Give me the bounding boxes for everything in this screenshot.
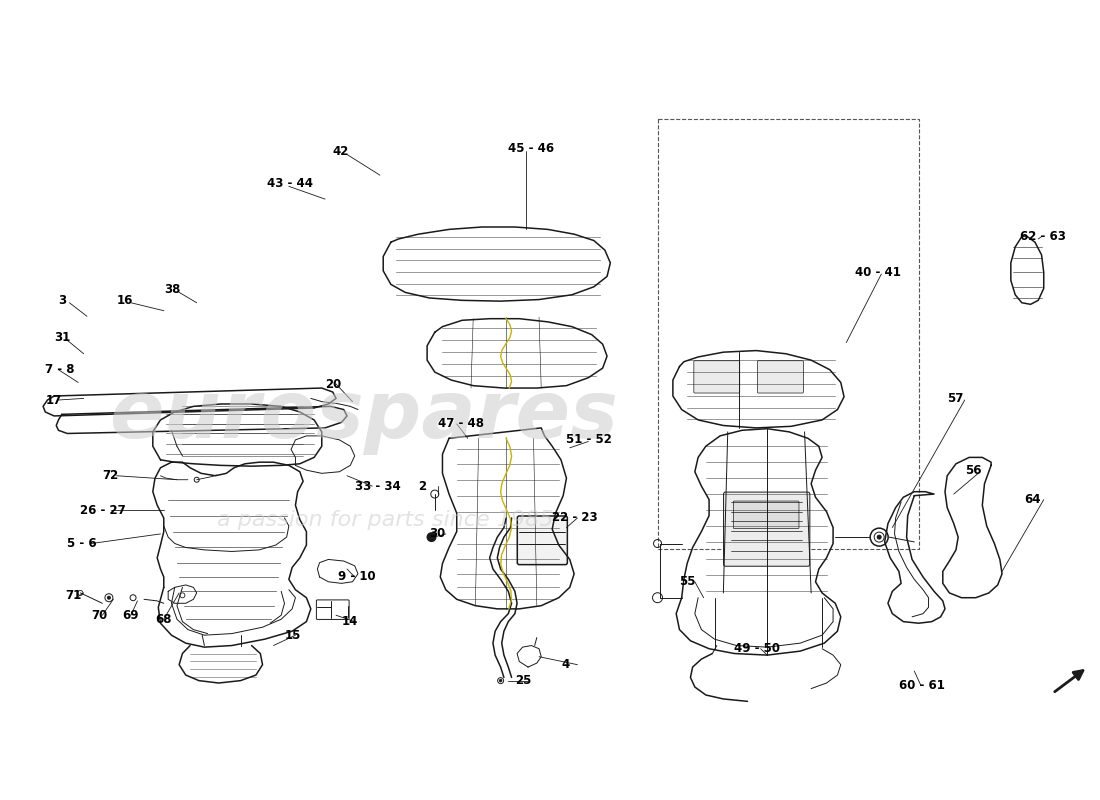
Circle shape <box>108 596 110 599</box>
Text: 26 - 27: 26 - 27 <box>80 503 126 517</box>
Circle shape <box>499 679 502 682</box>
Text: 43 - 44: 43 - 44 <box>267 177 312 190</box>
Text: 64: 64 <box>1024 493 1041 506</box>
FancyBboxPatch shape <box>734 501 799 529</box>
Text: 9 - 10: 9 - 10 <box>338 570 376 583</box>
Text: 7 - 8: 7 - 8 <box>45 363 75 376</box>
Text: 42: 42 <box>332 145 349 158</box>
Text: 20: 20 <box>326 378 341 390</box>
Text: 71: 71 <box>65 589 81 602</box>
Text: 22 - 23: 22 - 23 <box>552 511 597 525</box>
Text: 30: 30 <box>429 527 446 541</box>
Text: 2: 2 <box>418 480 427 493</box>
Text: a passion for parts since 1985: a passion for parts since 1985 <box>217 510 553 530</box>
FancyBboxPatch shape <box>694 361 739 393</box>
Text: 38: 38 <box>164 283 180 297</box>
Text: 57: 57 <box>947 392 964 405</box>
Text: 5 - 6: 5 - 6 <box>67 537 97 550</box>
Text: 14: 14 <box>341 615 358 628</box>
Text: 62 - 63: 62 - 63 <box>1020 230 1066 243</box>
Text: 40 - 41: 40 - 41 <box>855 266 901 279</box>
Text: 25: 25 <box>515 674 531 687</box>
Text: 45 - 46: 45 - 46 <box>508 142 554 155</box>
Text: 49 - 50: 49 - 50 <box>735 642 780 655</box>
Text: 33 - 34: 33 - 34 <box>354 480 400 493</box>
Text: 17: 17 <box>45 394 62 406</box>
Text: 55: 55 <box>680 575 696 588</box>
Text: 15: 15 <box>285 629 300 642</box>
Text: 68: 68 <box>155 613 172 626</box>
Circle shape <box>877 535 881 539</box>
FancyBboxPatch shape <box>517 516 568 565</box>
Text: eurospares: eurospares <box>109 377 618 455</box>
FancyBboxPatch shape <box>758 361 803 393</box>
Text: 4: 4 <box>561 658 569 671</box>
Text: 16: 16 <box>117 294 133 307</box>
Text: 51 - 52: 51 - 52 <box>566 434 613 446</box>
Text: 60 - 61: 60 - 61 <box>899 679 945 692</box>
Text: 3: 3 <box>58 294 67 307</box>
Text: 31: 31 <box>54 331 70 344</box>
Text: 70: 70 <box>91 609 108 622</box>
FancyBboxPatch shape <box>724 492 810 566</box>
Text: 69: 69 <box>122 609 139 622</box>
Circle shape <box>427 532 437 542</box>
Text: 47 - 48: 47 - 48 <box>438 418 484 430</box>
Text: 56: 56 <box>965 464 981 477</box>
Text: 72: 72 <box>102 470 119 482</box>
